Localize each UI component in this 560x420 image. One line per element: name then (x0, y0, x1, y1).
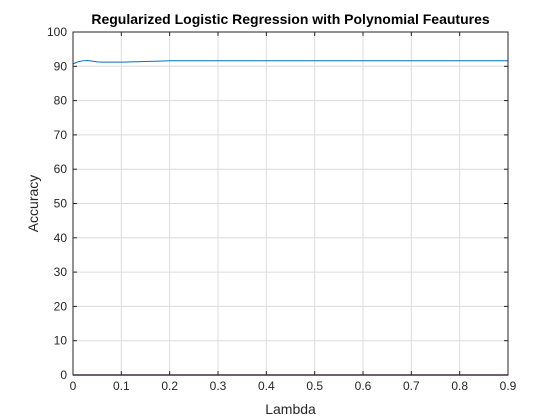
y-tick-label: 100 (47, 25, 67, 39)
y-tick-label: 40 (54, 231, 68, 245)
y-tick-label: 20 (54, 299, 68, 313)
y-tick-label: 50 (54, 197, 68, 211)
y-tick-label: 60 (54, 162, 68, 176)
chart-title: Regularized Logistic Regression with Pol… (91, 11, 490, 27)
y-tick-label: 30 (54, 265, 68, 279)
y-tick-label: 0 (60, 368, 67, 382)
x-tick-label: 0.9 (500, 379, 517, 393)
x-tick-label: 0 (70, 379, 77, 393)
x-tick-label: 0.4 (258, 379, 275, 393)
y-tick-label: 80 (54, 94, 68, 108)
x-axis-title: Lambda (265, 401, 316, 417)
y-tick-label: 90 (54, 59, 68, 73)
x-tick-label: 0.6 (355, 379, 372, 393)
x-tick-label: 0.7 (403, 379, 420, 393)
x-tick-label: 0.1 (113, 379, 130, 393)
series-line-1 (72, 59, 508, 65)
y-axis-title: Accuracy (25, 175, 41, 233)
y-tick-label: 10 (54, 334, 68, 348)
x-tick-label: 0.5 (306, 379, 323, 393)
x-tick-label: 0.2 (161, 379, 178, 393)
x-tick-label: 0.3 (210, 379, 227, 393)
ticks: 0 0.1 0.2 0.3 0.4 0.5 0.6 0.7 0.8 0.9 0 10 20 30 40 50 6… (47, 25, 517, 393)
y-tick-label: 70 (54, 128, 68, 142)
x-tick-label: 0.8 (451, 379, 468, 393)
